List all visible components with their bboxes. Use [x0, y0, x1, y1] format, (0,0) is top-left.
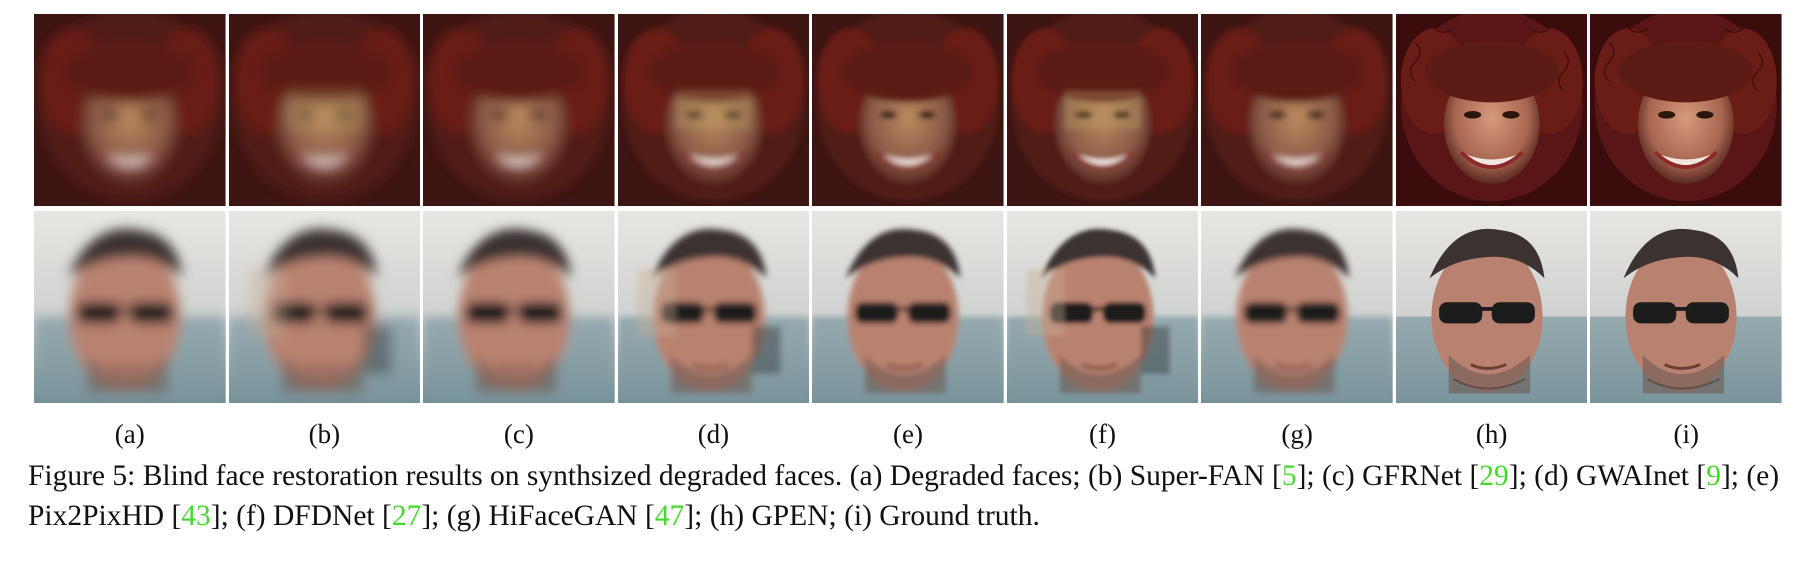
panel-label: (f) — [1089, 419, 1117, 449]
face-curly-hair-woman-image — [1006, 14, 1199, 206]
citation-link[interactable]: 5 — [1281, 460, 1297, 492]
image-grid — [34, 14, 1782, 403]
face-man-sunglasses-image — [228, 211, 421, 403]
face-man-sunglasses-image — [1006, 211, 1199, 403]
panel-label: (d) — [697, 419, 730, 449]
face-man-sunglasses-image — [617, 211, 810, 403]
caption-text: ]; (g) HiFaceGAN [ — [421, 500, 655, 532]
panel-label: (g) — [1281, 419, 1313, 449]
caption-text: ]; (d) GWAInet [ — [1508, 460, 1707, 492]
citation-link[interactable]: 43 — [181, 500, 211, 532]
face-man-sunglasses-image — [423, 211, 615, 403]
caption-text: ]; (f) DFDNet [ — [210, 500, 392, 532]
face-man-sunglasses-image — [1590, 211, 1782, 403]
citation-link[interactable]: 29 — [1479, 460, 1509, 492]
panel-label: (h) — [1475, 419, 1508, 449]
face-curly-hair-woman-image — [34, 14, 226, 206]
panel-labels: (a) (b) (c) (d) (e) (f) (g) (h) (i) — [34, 419, 1782, 449]
figure-5: (a) (b) (c) (d) (e) (f) (g) (h) (i) — [34, 14, 1782, 449]
panel-label: (i) — [1673, 419, 1699, 449]
panel-label: (a) — [114, 419, 145, 449]
face-curly-hair-woman-image — [228, 14, 421, 206]
face-curly-hair-woman-image — [812, 14, 1004, 206]
caption-text: ]; (c) GFRNet [ — [1296, 460, 1480, 492]
face-curly-hair-woman-image — [1201, 14, 1393, 206]
face-curly-hair-woman-image — [1590, 14, 1782, 206]
panel-label: (e) — [893, 419, 923, 449]
face-man-sunglasses-image — [1395, 211, 1588, 403]
face-curly-hair-woman-image — [423, 14, 615, 206]
panel-label: (b) — [308, 419, 341, 449]
citation-link[interactable]: 9 — [1706, 460, 1721, 492]
caption-text: ]; (e) Pix2PixHD [ — [28, 460, 1780, 532]
caption-text: Figure 5: Blind face restoration results… — [28, 460, 1282, 492]
citation-link[interactable]: 27 — [391, 500, 422, 532]
face-man-sunglasses-image — [812, 211, 1004, 403]
caption-text: ]; (h) GPEN; (i) Ground truth. — [684, 500, 1040, 532]
figure-caption: Figure 5: Blind face restoration results… — [28, 456, 1788, 536]
citation-link[interactable]: 47 — [654, 500, 685, 532]
face-man-sunglasses-image — [1201, 211, 1393, 403]
face-man-sunglasses-image — [34, 211, 226, 403]
panel-label: (c) — [503, 419, 534, 449]
face-curly-hair-woman-image — [1395, 14, 1588, 206]
face-curly-hair-woman-image — [617, 14, 810, 206]
